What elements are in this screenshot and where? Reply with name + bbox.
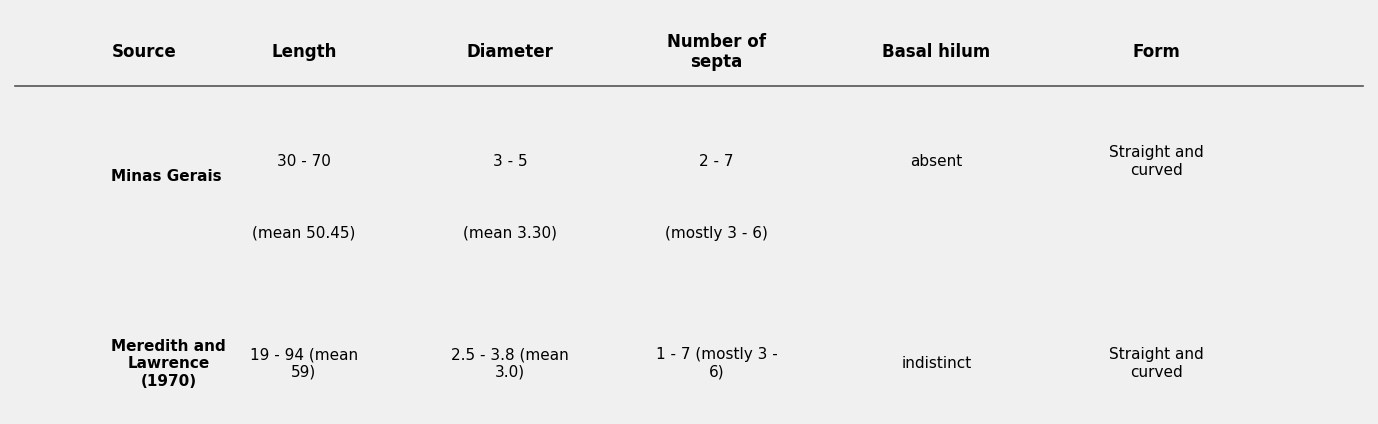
Text: Length: Length — [271, 43, 336, 61]
Text: (mean 3.30): (mean 3.30) — [463, 226, 557, 240]
Text: 19 - 94 (mean
59): 19 - 94 (mean 59) — [249, 347, 358, 380]
Text: Minas Gerais: Minas Gerais — [112, 169, 222, 184]
Text: Straight and
curved: Straight and curved — [1109, 347, 1204, 380]
Text: Form: Form — [1133, 43, 1181, 61]
Text: 2 - 7: 2 - 7 — [699, 154, 733, 169]
Text: Number of
septa: Number of septa — [667, 33, 766, 71]
Text: Source: Source — [112, 43, 176, 61]
Text: 1 - 7 (mostly 3 -
6): 1 - 7 (mostly 3 - 6) — [656, 347, 777, 380]
Text: Diameter: Diameter — [467, 43, 554, 61]
Text: 30 - 70: 30 - 70 — [277, 154, 331, 169]
Text: (mean 50.45): (mean 50.45) — [252, 226, 356, 240]
Text: indistinct: indistinct — [901, 356, 971, 371]
Text: absent: absent — [911, 154, 963, 169]
Text: 2.5 - 3.8 (mean
3.0): 2.5 - 3.8 (mean 3.0) — [452, 347, 569, 380]
Text: Basal hilum: Basal hilum — [882, 43, 991, 61]
Text: Straight and
curved: Straight and curved — [1109, 145, 1204, 178]
Text: (mostly 3 - 6): (mostly 3 - 6) — [666, 226, 768, 240]
Text: 3 - 5: 3 - 5 — [493, 154, 528, 169]
Text: Meredith and
Lawrence
(1970): Meredith and Lawrence (1970) — [112, 339, 226, 388]
